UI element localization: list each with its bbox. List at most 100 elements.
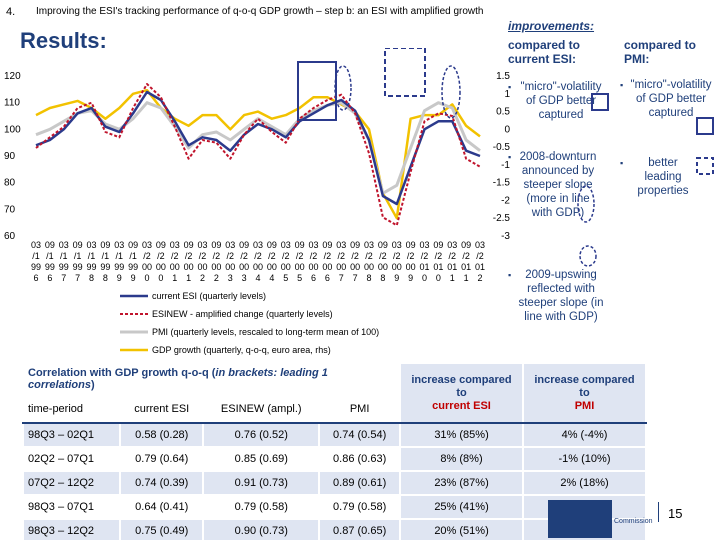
table-cell: 0.91 (0.73) <box>202 470 321 496</box>
x-tick-label: /1 <box>60 251 68 261</box>
x-tick-label: /2 <box>379 251 387 261</box>
chart-legend: current ESI (quarterly levels) ESINEW - a… <box>120 291 379 355</box>
x-tick-label: /2 <box>213 251 221 261</box>
annotation-box-dashed <box>384 48 426 97</box>
x-tick-label: 00 <box>350 262 360 272</box>
x-tick-label: 8 <box>89 273 94 283</box>
x-tick-label: 4 <box>269 273 274 283</box>
table-cell: 4% (-4%) <box>522 422 647 448</box>
x-tick-label: /2 <box>421 251 429 261</box>
x-tick-label: 99 <box>114 262 124 272</box>
x-tick-label: /2 <box>254 251 262 261</box>
x-tick-label: 0 <box>144 273 149 283</box>
y-left-tick-label: 110 <box>4 98 20 109</box>
y-right-tick-label: 0 <box>504 124 510 135</box>
x-tick-label: 99 <box>73 262 83 272</box>
x-tick-label: /2 <box>282 251 290 261</box>
y-left-tick-label: 80 <box>4 178 16 189</box>
table-caption-end: ) <box>90 379 95 391</box>
x-tick-label: 8 <box>103 273 108 283</box>
header-esinew: ESINEW (ampl.) <box>202 394 321 424</box>
header-current-esi: current ESI <box>119 394 205 424</box>
x-tick-label: /1 <box>74 251 82 261</box>
marker-ellipse-2008 <box>577 185 595 223</box>
x-tick-label: 3 <box>228 273 233 283</box>
legend-label: PMI (quarterly levels, rescaled to long-… <box>152 327 379 337</box>
x-tick-label: 00 <box>253 262 263 272</box>
x-tick-label: /1 <box>129 251 137 261</box>
header-increase-esi: increase compared to current ESI <box>399 362 524 424</box>
y-right-tick-label: -3 <box>501 231 510 242</box>
table-cell: 07Q2 – 12Q2 <box>21 470 122 496</box>
x-tick-label: 3 <box>242 273 247 283</box>
y-right-tick-label: 0.5 <box>496 107 510 118</box>
x-tick-label: 6 <box>325 273 330 283</box>
x-tick-label: 03 <box>447 240 457 250</box>
x-tick-label: 1 <box>450 273 455 283</box>
x-tick-label: /2 <box>365 251 373 261</box>
column-heading-esi: compared to current ESI: <box>508 38 581 66</box>
series-line-1 <box>35 83 481 227</box>
table-row: 02Q2 – 07Q1 0.79 (0.64) 0.85 (0.69) 0.86 (0… <box>21 446 647 472</box>
table-row: 98Q3 – 02Q1 0.58 (0.28) 0.76 (0.52) 0.74 (0… <box>21 422 647 448</box>
x-tick-label: 09 <box>378 240 388 250</box>
x-tick-label: 5 <box>297 273 302 283</box>
x-tick-label: 03 <box>392 240 402 250</box>
table-cell: 0.87 (0.65) <box>318 518 402 540</box>
table-cell: 0.90 (0.73) <box>202 518 321 540</box>
x-tick-label: 0 <box>422 273 427 283</box>
x-tick-label: 00 <box>392 262 402 272</box>
x-tick-label: 9 <box>408 273 413 283</box>
x-tick-label: /2 <box>226 251 234 261</box>
bullet-marker-icon: ▪ <box>508 152 512 162</box>
x-tick-label: /2 <box>462 251 470 261</box>
x-tick-label: 09 <box>267 240 277 250</box>
table-cell: 0.85 (0.69) <box>202 446 321 472</box>
header-increase-pmi-line2: PMI <box>574 399 595 412</box>
y-axis-right: 1.5 1 0.5 0 -0.5 -1 -1.5 -2 -2.5 -3 <box>493 71 510 242</box>
y-right-tick-label: 1 <box>504 89 510 100</box>
x-tick-label: 01 <box>433 262 443 272</box>
bullet-esi-3: ▪ 2009-upswing reflected with steeper sl… <box>508 268 604 324</box>
series-line-3 <box>35 88 481 220</box>
x-tick-label: /2 <box>268 251 276 261</box>
legend-label: ESINEW - amplified change (quarterly lev… <box>152 309 333 319</box>
x-tick-label: 0 <box>158 273 163 283</box>
x-tick-label: 00 <box>322 262 332 272</box>
x-tick-label: 09 <box>433 240 443 250</box>
x-tick-label: 6 <box>47 273 52 283</box>
x-tick-label: 2 <box>477 273 482 283</box>
x-tick-label: 9 <box>394 273 399 283</box>
x-tick-label: 03 <box>225 240 235 250</box>
y-left-tick-label: 120 <box>4 71 21 82</box>
bullet-marker-icon: ▪ <box>620 80 624 90</box>
x-tick-label: 09 <box>295 240 305 250</box>
legend-label: current ESI (quarterly levels) <box>152 291 266 301</box>
x-tick-label: 99 <box>128 262 138 272</box>
x-tick-label: 09 <box>100 240 110 250</box>
x-tick-label: 99 <box>31 262 41 272</box>
x-tick-label: 00 <box>378 262 388 272</box>
x-tick-label: 99 <box>100 262 110 272</box>
x-tick-label: 00 <box>197 262 207 272</box>
x-tick-label: 99 <box>86 262 96 272</box>
series-line-2 <box>35 101 481 195</box>
annotation-ellipses <box>577 185 597 267</box>
x-tick-label: /1 <box>115 251 123 261</box>
x-tick-label: 00 <box>170 262 180 272</box>
y-axis-left: 120 110 100 90 80 70 60 <box>4 71 21 242</box>
table-cell: 2% (18%) <box>522 470 647 496</box>
table-cell: 0.74 (0.39) <box>119 470 205 496</box>
y-left-tick-label: 60 <box>4 231 16 242</box>
table-cell: 02Q2 – 07Q1 <box>21 446 122 472</box>
annotation-markers <box>591 93 714 175</box>
x-tick-label: 00 <box>184 262 194 272</box>
slide-number: 4. <box>6 6 16 18</box>
table-cell: 98Q3 – 07Q1 <box>21 494 122 520</box>
bullet-pmi-2-text: better leading properties <box>637 157 689 197</box>
bullet-pmi-1: ▪ "micro"-volatility of GDP better captu… <box>620 78 712 120</box>
y-left-tick-label: 90 <box>4 151 16 162</box>
annotation-ellipse-2 <box>441 65 461 119</box>
header-increase-esi-line2: current ESI <box>432 399 491 412</box>
table-cell: 98Q3 – 12Q2 <box>21 518 122 540</box>
